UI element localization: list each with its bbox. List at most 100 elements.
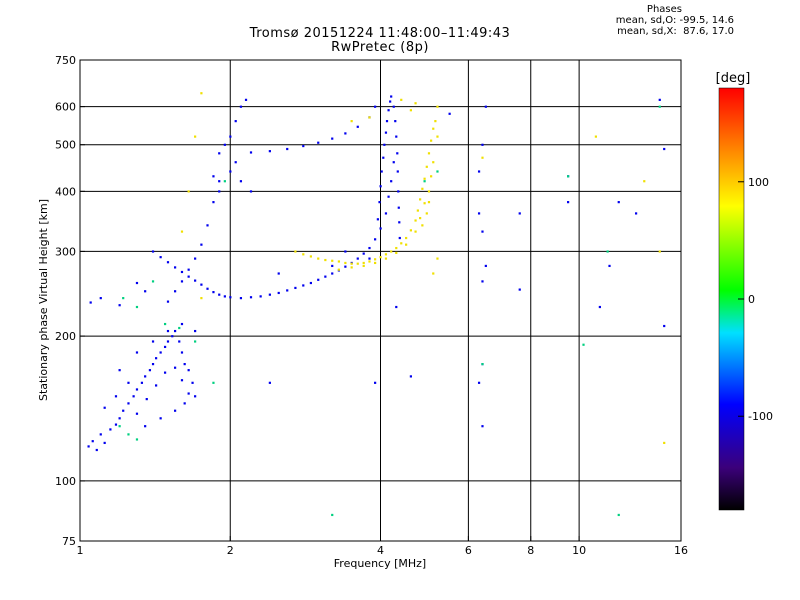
data-point xyxy=(392,105,395,108)
data-point xyxy=(140,381,144,384)
data-point xyxy=(180,230,184,233)
data-point xyxy=(178,326,181,330)
data-point xyxy=(350,120,353,123)
data-point xyxy=(414,230,417,233)
data-point xyxy=(448,112,451,115)
chart-title: Tromsø 20151224 11:48:00–11:49:43 xyxy=(249,26,511,41)
data-point xyxy=(421,224,424,227)
data-point xyxy=(317,278,320,281)
data-point xyxy=(194,395,197,398)
data-point xyxy=(430,175,433,178)
data-point xyxy=(180,270,184,274)
colorbar-ticks: -100 0 100 xyxy=(738,176,773,423)
data-point xyxy=(398,236,401,240)
data-point xyxy=(135,281,139,285)
data-point xyxy=(409,229,412,232)
data-point xyxy=(481,143,484,146)
data-point xyxy=(658,98,661,101)
data-point xyxy=(180,351,184,354)
data-point xyxy=(394,120,397,123)
data-point xyxy=(163,322,167,326)
x-tick-label: 8 xyxy=(527,544,534,557)
data-point xyxy=(663,147,666,151)
data-point xyxy=(194,340,197,343)
data-point xyxy=(200,297,203,300)
data-point xyxy=(324,275,327,278)
data-point xyxy=(166,261,170,264)
data-point xyxy=(229,170,232,173)
data-point xyxy=(384,257,388,260)
data-point xyxy=(518,212,521,215)
data-point xyxy=(127,433,130,436)
data-point xyxy=(396,170,399,173)
data-point xyxy=(135,438,139,441)
data-point xyxy=(114,423,118,426)
data-point xyxy=(127,381,130,384)
data-point xyxy=(481,363,484,366)
data-point xyxy=(379,256,382,259)
data-point xyxy=(95,448,98,452)
data-point xyxy=(145,398,148,401)
data-point xyxy=(374,238,377,241)
data-point xyxy=(212,201,215,204)
data-point xyxy=(194,329,197,333)
data-point xyxy=(187,190,190,193)
data-point xyxy=(405,236,408,240)
data-point xyxy=(658,105,661,108)
data-point xyxy=(144,425,147,428)
data-point xyxy=(317,141,320,144)
data-point xyxy=(187,275,190,278)
data-point xyxy=(118,417,121,420)
data-point xyxy=(398,221,401,224)
data-point xyxy=(594,135,598,138)
data-point xyxy=(427,201,431,204)
x-tick-label: 1 xyxy=(77,544,84,557)
data-point xyxy=(229,296,232,299)
data-point xyxy=(151,280,155,283)
colorbar-tick-label: 100 xyxy=(748,176,769,189)
data-point xyxy=(212,381,215,384)
data-point xyxy=(643,180,646,183)
data-point xyxy=(378,201,381,204)
data-point xyxy=(180,280,184,283)
data-point xyxy=(223,143,226,146)
x-tick-label: 10 xyxy=(572,544,586,557)
data-point xyxy=(223,295,226,298)
data-point xyxy=(151,250,155,253)
data-point xyxy=(379,185,382,188)
data-point xyxy=(374,258,377,261)
data-point xyxy=(423,180,426,183)
data-point xyxy=(302,144,305,148)
data-point xyxy=(324,258,327,262)
data-point xyxy=(484,105,487,108)
phase-stats: Phases mean, sd,O: -99.5, 14.6 mean, sd,… xyxy=(616,4,734,37)
data-point xyxy=(419,217,422,220)
data-point xyxy=(395,305,398,309)
data-point xyxy=(331,272,334,275)
data-point xyxy=(200,92,203,95)
data-point xyxy=(368,257,371,260)
data-point xyxy=(397,190,400,193)
data-point xyxy=(268,293,271,296)
data-point xyxy=(409,375,412,378)
data-point xyxy=(425,212,428,215)
data-point xyxy=(194,279,197,282)
data-point xyxy=(294,286,297,290)
data-point xyxy=(91,440,94,443)
data-point xyxy=(380,170,383,173)
data-point xyxy=(268,150,271,153)
y-tick-label: 400 xyxy=(55,185,76,198)
data-point xyxy=(183,402,186,405)
data-point xyxy=(286,147,289,151)
data-point xyxy=(390,180,393,183)
data-point xyxy=(384,253,388,256)
data-point xyxy=(171,335,174,338)
data-point xyxy=(99,433,102,436)
data-point xyxy=(286,289,289,292)
data-point xyxy=(598,305,601,309)
data-point xyxy=(337,268,341,271)
data-point xyxy=(99,297,102,300)
data-point xyxy=(477,381,481,384)
data-point xyxy=(432,127,435,130)
